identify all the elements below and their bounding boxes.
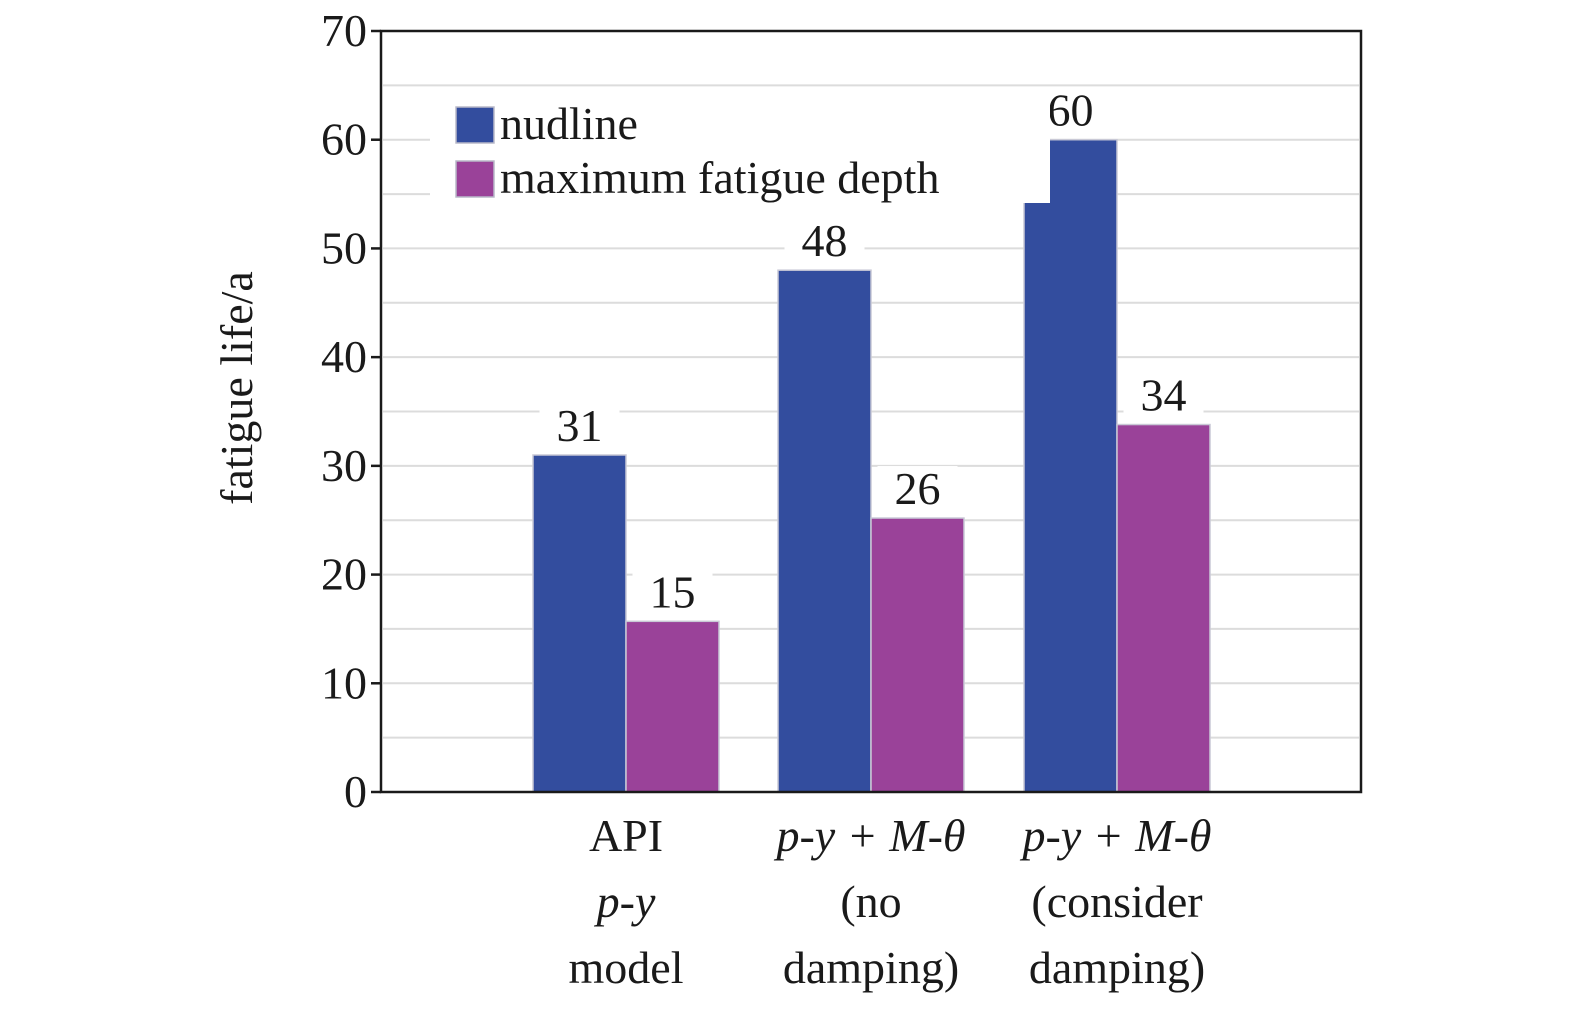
x-category-label: damping) <box>1029 942 1205 993</box>
plot-frame <box>379 29 1363 794</box>
y-axis-label: fatigue life/a <box>211 271 262 505</box>
legend-background <box>430 88 1050 203</box>
data-label-background <box>877 466 958 511</box>
x-category-label: p-y <box>594 876 656 927</box>
legend-label: maximum fatigue depth <box>500 152 939 203</box>
data-label-background <box>632 569 713 614</box>
data-label: 15 <box>650 566 696 617</box>
x-category-label: API <box>589 810 663 861</box>
x-category-label: p-y + M-θ <box>1019 810 1211 861</box>
data-label: 31 <box>557 400 603 451</box>
data-labels: 31 48 60 15 26 34 <box>539 85 1204 617</box>
data-label-background <box>784 218 865 263</box>
y-tick-label: 40 <box>321 331 367 382</box>
bars <box>532 138 1211 793</box>
x-axis-categories: API p-y model p-y + M-θ (no damping) p-y + M-θ… <box>569 810 1212 993</box>
bar <box>532 454 627 793</box>
y-tick-label: 50 <box>321 222 367 273</box>
data-label: 26 <box>895 463 941 514</box>
x-category-label: (no <box>840 876 901 927</box>
bar <box>1023 138 1118 793</box>
x-category-label: (consider <box>1031 876 1202 927</box>
y-tick-label: 20 <box>321 549 367 600</box>
legend-label: nudline <box>500 98 638 149</box>
y-tick-label: 60 <box>321 114 367 165</box>
bar <box>870 517 965 793</box>
bar <box>777 269 872 793</box>
bar <box>1116 423 1211 793</box>
y-tick-label: 30 <box>321 440 367 491</box>
bar <box>625 620 720 793</box>
x-category-label: damping) <box>783 942 959 993</box>
data-label: 60 <box>1048 85 1094 136</box>
legend-swatch <box>455 160 495 198</box>
legend-swatch <box>455 106 495 144</box>
y-tick-label: 70 <box>321 5 367 56</box>
data-label-background <box>539 402 620 447</box>
data-label: 48 <box>802 215 848 266</box>
y-tick-label: 10 <box>321 657 367 708</box>
y-tick-label: 0 <box>344 766 367 817</box>
data-label: 34 <box>1141 370 1187 421</box>
y-axis-ticks: 0 10 20 30 40 50 60 70 <box>321 5 381 817</box>
x-category-label: p-y + M-θ <box>773 810 965 861</box>
data-label-background <box>1123 372 1204 417</box>
x-category-label: model <box>569 942 684 993</box>
